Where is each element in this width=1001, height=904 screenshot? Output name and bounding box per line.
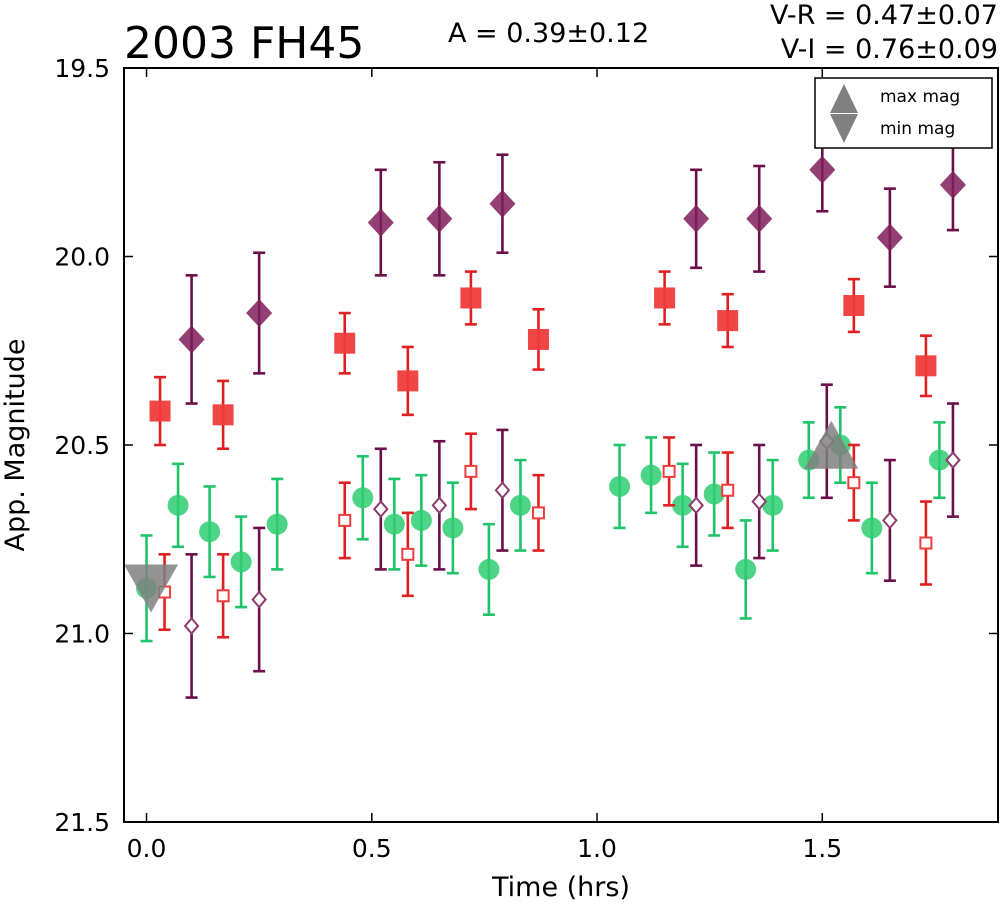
data-point-diamond-filled xyxy=(426,204,453,233)
data-point-diamond-filled xyxy=(489,189,516,218)
legend-marker-max xyxy=(830,84,858,113)
data-point-diamond-open xyxy=(494,481,511,500)
data-point-circle-filled xyxy=(352,487,374,509)
data-point-square-open xyxy=(401,547,415,561)
data-point-circle-filled xyxy=(762,494,784,516)
data-point-square-filled xyxy=(717,310,739,332)
data-point-square-filled xyxy=(212,404,234,426)
x-tick-label: 0.0 xyxy=(127,834,167,863)
data-point-square-filled xyxy=(334,332,356,354)
data-point-square-filled xyxy=(843,295,865,317)
legend-marker-min xyxy=(830,114,858,143)
data-point-square-filled xyxy=(654,287,676,309)
data-point-circle-filled xyxy=(442,517,464,539)
data-point-diamond-filled xyxy=(246,299,273,328)
data-point-diamond-filled xyxy=(876,223,903,252)
plot-frame xyxy=(123,67,999,823)
data-point-circle-filled xyxy=(199,521,221,543)
v-r-annotation: V-R = 0.47±0.07 xyxy=(770,0,998,31)
series-diamond-filled xyxy=(178,127,966,405)
x-tick-label: 0.5 xyxy=(352,834,392,863)
data-point-diamond-filled xyxy=(939,170,966,199)
data-point-square-open xyxy=(464,464,478,478)
data-point-circle-filled xyxy=(410,509,432,531)
data-point-diamond-filled xyxy=(746,204,773,233)
y-tick-label: 20.5 xyxy=(54,431,110,460)
x-tick-label: 1.0 xyxy=(577,834,617,863)
data-point-square-open xyxy=(662,464,676,478)
y-axis-label: App. Magnitude xyxy=(0,339,31,552)
y-tick-label: 21.0 xyxy=(54,620,110,649)
data-point-circle-filled xyxy=(230,551,252,573)
data-point-diamond-open xyxy=(251,590,267,609)
data-point-circle-filled xyxy=(640,464,662,486)
data-point-circle-filled xyxy=(266,513,288,535)
data-point-diamond-open xyxy=(945,451,961,470)
data-point-diamond-filled xyxy=(683,204,710,233)
y-tick-label: 20.0 xyxy=(54,243,110,272)
legend-label-max: max mag xyxy=(880,87,960,107)
y-tick-label: 21.5 xyxy=(54,808,110,837)
y-tick-label: 19.5 xyxy=(54,54,110,83)
data-point-diamond-filled xyxy=(809,155,836,184)
x-tick-label: 1.5 xyxy=(802,834,842,863)
v-i-annotation: V-I = 0.76±0.09 xyxy=(781,34,998,65)
data-point-diamond-open xyxy=(882,511,898,530)
data-point-diamond-open xyxy=(431,496,448,515)
max-mag-marker xyxy=(804,420,859,469)
data-point-circle-filled xyxy=(167,494,189,516)
plot-marks xyxy=(124,127,966,699)
legend-label-min: min mag xyxy=(880,119,955,139)
data-point-diamond-filled xyxy=(367,208,394,237)
data-point-square-filled xyxy=(397,370,419,392)
data-point-diamond-open xyxy=(372,500,389,519)
plot-area xyxy=(124,127,966,699)
data-point-circle-filled xyxy=(672,494,694,516)
data-point-square-open xyxy=(216,589,230,603)
data-point-circle-filled xyxy=(735,558,757,580)
legend: max mag min mag xyxy=(814,77,993,149)
data-point-circle-filled xyxy=(509,494,531,516)
data-point-square-filled xyxy=(460,287,482,309)
series-diamond-open xyxy=(183,383,961,699)
data-point-diamond-open xyxy=(751,492,768,511)
data-point-square-filled xyxy=(915,355,937,377)
data-point-square-filled xyxy=(527,328,549,350)
data-point-circle-filled xyxy=(609,475,631,497)
data-point-diamond-open xyxy=(183,616,200,635)
series-square-filled xyxy=(149,270,937,451)
amplitude-annotation: A = 0.39±0.12 xyxy=(448,18,649,49)
data-point-square-filled xyxy=(149,400,171,422)
data-point-diamond-filled xyxy=(178,325,205,354)
chart-title: 2003 FH45 xyxy=(124,18,364,69)
data-point-square-open xyxy=(919,536,933,550)
axis-ticks: 0.0 0.5 1.0 1.5 19.5 20.0 20.5 21.0 21.5 xyxy=(54,54,998,863)
data-point-square-open xyxy=(338,513,352,527)
data-point-circle-filled xyxy=(478,558,500,580)
x-axis-label: Time (hrs) xyxy=(491,872,630,903)
data-point-circle-filled xyxy=(861,517,883,539)
series-circle-filled xyxy=(136,405,950,643)
data-point-diamond-open xyxy=(688,496,704,515)
data-point-square-open xyxy=(721,483,735,497)
data-point-square-open xyxy=(847,476,861,490)
data-point-square-open xyxy=(531,506,545,520)
series-square-open xyxy=(158,432,933,639)
data-point-circle-filled xyxy=(383,513,405,535)
data-point-circle-filled xyxy=(928,449,950,471)
min-mag-marker xyxy=(124,564,179,613)
data-point-circle-filled xyxy=(703,483,725,505)
